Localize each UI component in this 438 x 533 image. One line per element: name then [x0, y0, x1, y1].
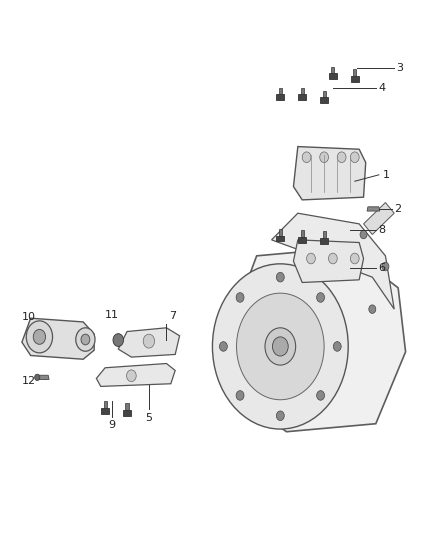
Text: 10: 10 — [22, 312, 36, 322]
Circle shape — [33, 329, 46, 344]
Polygon shape — [329, 73, 337, 79]
Polygon shape — [123, 410, 131, 416]
Circle shape — [127, 370, 136, 382]
Circle shape — [113, 334, 124, 346]
Polygon shape — [118, 328, 180, 357]
Text: 3: 3 — [396, 63, 403, 73]
Circle shape — [337, 152, 346, 163]
Text: 4: 4 — [378, 83, 385, 93]
Circle shape — [302, 152, 311, 163]
Text: 5: 5 — [145, 413, 152, 423]
Polygon shape — [279, 88, 282, 94]
Circle shape — [350, 152, 359, 163]
Circle shape — [237, 293, 324, 400]
Polygon shape — [227, 248, 406, 432]
Circle shape — [35, 374, 40, 381]
Polygon shape — [272, 213, 394, 309]
Circle shape — [276, 272, 284, 282]
Polygon shape — [293, 147, 366, 200]
Text: 2: 2 — [394, 204, 401, 214]
Circle shape — [219, 342, 227, 351]
Text: 9: 9 — [108, 420, 115, 430]
Circle shape — [333, 342, 341, 351]
Circle shape — [143, 334, 155, 348]
Polygon shape — [22, 318, 94, 359]
Circle shape — [369, 305, 376, 313]
Polygon shape — [331, 67, 335, 73]
Circle shape — [328, 253, 337, 264]
Circle shape — [236, 293, 244, 302]
Polygon shape — [353, 69, 357, 76]
Circle shape — [360, 230, 367, 239]
Polygon shape — [351, 76, 359, 82]
Circle shape — [320, 152, 328, 163]
Polygon shape — [276, 236, 284, 241]
Polygon shape — [293, 240, 364, 282]
Text: 8: 8 — [378, 225, 385, 235]
Polygon shape — [276, 94, 284, 100]
Polygon shape — [300, 88, 304, 94]
Polygon shape — [279, 229, 282, 236]
Polygon shape — [103, 401, 107, 408]
Polygon shape — [36, 375, 49, 379]
Circle shape — [76, 328, 95, 351]
Polygon shape — [298, 237, 306, 243]
Polygon shape — [364, 203, 394, 235]
Circle shape — [316, 252, 323, 260]
Text: 7: 7 — [169, 311, 176, 321]
Circle shape — [317, 391, 325, 400]
Circle shape — [272, 337, 288, 356]
Circle shape — [307, 253, 315, 264]
Polygon shape — [320, 238, 328, 244]
Circle shape — [276, 411, 284, 421]
Circle shape — [265, 328, 296, 365]
Text: 12: 12 — [22, 376, 36, 386]
Polygon shape — [101, 408, 109, 414]
Circle shape — [236, 391, 244, 400]
Polygon shape — [125, 403, 129, 410]
Circle shape — [350, 253, 359, 264]
Polygon shape — [96, 364, 175, 386]
Circle shape — [212, 264, 348, 429]
Circle shape — [81, 334, 90, 345]
Circle shape — [317, 293, 325, 302]
Text: 1: 1 — [383, 170, 390, 180]
Circle shape — [26, 321, 53, 353]
Polygon shape — [300, 230, 304, 237]
Polygon shape — [322, 91, 326, 97]
Circle shape — [382, 262, 389, 271]
Polygon shape — [322, 231, 326, 238]
Polygon shape — [298, 94, 306, 100]
Polygon shape — [367, 207, 380, 211]
Text: 6: 6 — [378, 263, 385, 272]
Polygon shape — [320, 97, 328, 103]
Text: 11: 11 — [105, 310, 119, 320]
